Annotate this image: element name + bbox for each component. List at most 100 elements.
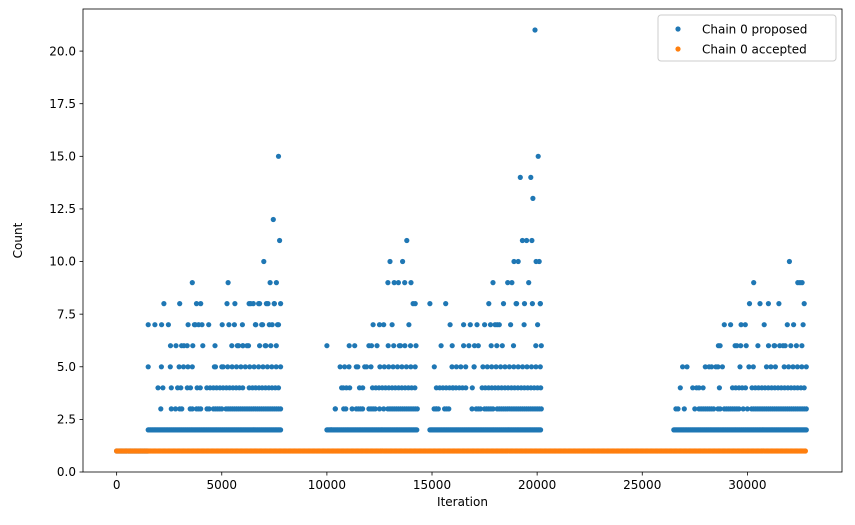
- data-point: [763, 364, 770, 370]
- data-point: [246, 301, 252, 307]
- data-point: [155, 385, 161, 391]
- data-point: [349, 406, 355, 412]
- data-point: [803, 364, 809, 370]
- data-point: [528, 364, 535, 370]
- y-tick-label: 20.0: [49, 44, 76, 58]
- data-point: [372, 406, 378, 412]
- data-point: [794, 364, 801, 370]
- data-point: [719, 364, 726, 370]
- data-point: [461, 322, 467, 328]
- data-point: [696, 385, 702, 391]
- data-point: [242, 364, 248, 370]
- data-point: [175, 385, 181, 391]
- data-point: [677, 385, 683, 391]
- data-point: [376, 406, 383, 412]
- data-point: [212, 364, 219, 370]
- data-point: [737, 364, 743, 370]
- data-point: [803, 406, 809, 412]
- data-point: [793, 343, 800, 349]
- data-point: [469, 385, 475, 391]
- data-point: [480, 364, 486, 370]
- data-point: [755, 343, 761, 349]
- data-point: [502, 364, 508, 370]
- data-point: [342, 364, 348, 370]
- data-point: [278, 406, 284, 412]
- data-point: [801, 385, 807, 391]
- data-point: [404, 237, 410, 244]
- y-tick-label: 12.5: [49, 202, 76, 216]
- data-point: [381, 406, 387, 412]
- data-point: [765, 343, 772, 349]
- data-point: [257, 301, 263, 307]
- data-point: [346, 343, 352, 349]
- data-point: [362, 364, 368, 370]
- data-point: [736, 406, 742, 412]
- data-point: [219, 406, 225, 412]
- data-point: [187, 385, 194, 391]
- data-point: [275, 385, 282, 391]
- data-point: [377, 364, 383, 370]
- x-axis-label: Iteration: [437, 495, 488, 509]
- data-point: [788, 343, 794, 349]
- data-point: [524, 364, 530, 370]
- x-tick-label: 30000: [728, 478, 766, 492]
- data-point: [738, 322, 744, 328]
- data-point: [172, 406, 179, 412]
- data-point: [511, 364, 517, 370]
- data-point: [500, 301, 507, 307]
- data-point: [232, 301, 238, 307]
- data-point: [801, 301, 807, 307]
- data-point: [224, 301, 230, 307]
- data-point: [690, 385, 696, 391]
- data-point: [273, 280, 279, 286]
- data-point: [700, 385, 706, 391]
- data-point: [538, 427, 544, 433]
- legend-marker-accepted: [675, 46, 681, 52]
- data-point: [515, 364, 521, 370]
- data-point: [261, 258, 267, 265]
- data-point: [524, 237, 530, 244]
- data-point: [673, 406, 679, 412]
- data-point: [247, 364, 253, 370]
- data-point: [443, 301, 449, 307]
- data-point: [780, 343, 786, 349]
- legend-label-proposed: Chain 0 proposed: [702, 22, 807, 36]
- data-point: [275, 322, 282, 328]
- data-point: [529, 301, 536, 307]
- data-point: [535, 153, 541, 159]
- data-point: [381, 364, 387, 370]
- y-tick-label: 0.0: [57, 465, 76, 479]
- data-point: [366, 343, 372, 349]
- x-tick-label: 5000: [206, 478, 237, 492]
- legend: Chain 0 proposed Chain 0 accepted: [657, 14, 837, 62]
- y-axis-label: Count: [11, 222, 25, 258]
- data-point: [529, 237, 535, 244]
- data-point: [236, 343, 242, 349]
- data-point: [471, 364, 477, 370]
- data-point: [273, 364, 279, 370]
- data-point: [506, 364, 512, 370]
- data-point: [403, 364, 409, 370]
- data-point: [399, 364, 405, 370]
- data-point: [339, 385, 345, 391]
- data-point: [803, 427, 809, 433]
- data-point: [145, 322, 151, 328]
- data-point: [332, 406, 338, 412]
- data-point: [538, 343, 544, 349]
- data-point: [511, 258, 517, 265]
- x-tick-label: 0: [113, 478, 121, 492]
- data-point: [791, 322, 797, 328]
- data-point: [402, 280, 408, 286]
- legend-box: [657, 14, 837, 62]
- data-point: [681, 406, 687, 412]
- data-point: [520, 364, 526, 370]
- data-point: [772, 364, 779, 370]
- data-point: [734, 343, 740, 349]
- data-point: [368, 364, 374, 370]
- y-tick-label: 10.0: [49, 255, 76, 269]
- data-point: [709, 364, 715, 370]
- data-point: [427, 301, 433, 307]
- data-point: [389, 322, 395, 328]
- data-point: [799, 280, 805, 286]
